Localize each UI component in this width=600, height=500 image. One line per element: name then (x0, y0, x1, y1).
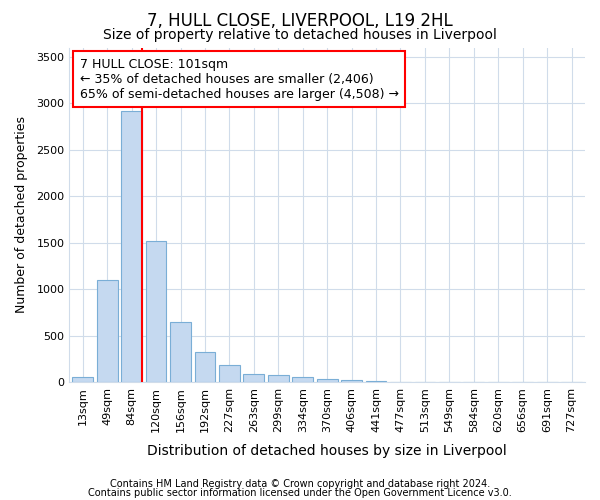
Bar (194, 352, 215, 382)
Bar (73, 378, 93, 382)
X-axis label: Distribution of detached houses by size in Liverpool: Distribution of detached houses by size … (147, 444, 507, 458)
Bar (365, 380, 386, 382)
Bar (292, 378, 313, 382)
Bar (97, 280, 118, 382)
Bar (317, 378, 338, 382)
Bar (121, 111, 142, 382)
Bar (170, 322, 191, 382)
Text: 7 HULL CLOSE: 101sqm
← 35% of detached houses are smaller (2,406)
65% of semi-de: 7 HULL CLOSE: 101sqm ← 35% of detached h… (80, 58, 398, 100)
Bar (244, 374, 264, 382)
Bar (219, 365, 240, 382)
Bar (268, 376, 289, 382)
Text: Contains HM Land Registry data © Crown copyright and database right 2024.: Contains HM Land Registry data © Crown c… (110, 479, 490, 489)
Text: 7, HULL CLOSE, LIVERPOOL, L19 2HL: 7, HULL CLOSE, LIVERPOOL, L19 2HL (147, 12, 453, 30)
Bar (146, 241, 166, 382)
Text: Contains public sector information licensed under the Open Government Licence v3: Contains public sector information licen… (88, 488, 512, 498)
Bar (341, 380, 362, 382)
Text: Size of property relative to detached houses in Liverpool: Size of property relative to detached ho… (103, 28, 497, 42)
Y-axis label: Number of detached properties: Number of detached properties (15, 116, 28, 314)
